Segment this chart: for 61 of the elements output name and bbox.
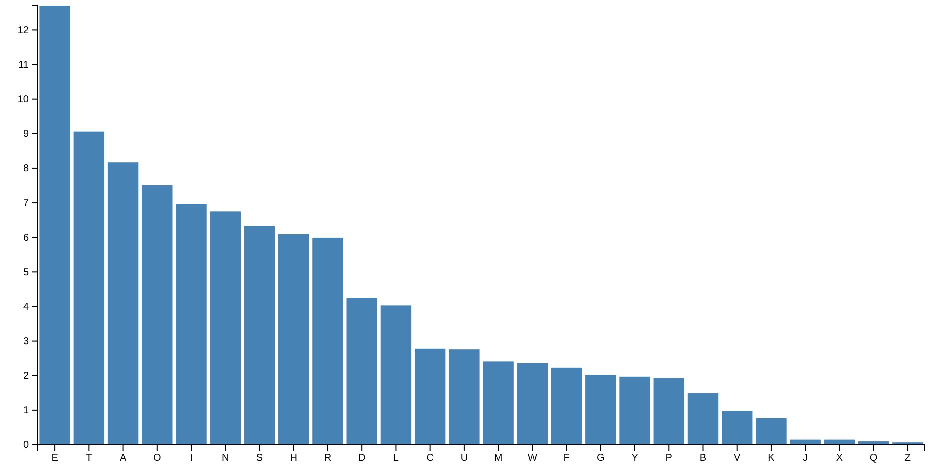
x-tick-label: D [358, 453, 366, 464]
x-tick-label: M [494, 453, 503, 464]
bar [756, 418, 787, 445]
x-tick-label: B [700, 453, 707, 464]
bar [40, 6, 70, 445]
bar [312, 238, 344, 445]
bar [278, 234, 310, 445]
y-tick-label: 1 [23, 406, 30, 417]
bar [449, 350, 480, 445]
x-tick-label: K [768, 453, 776, 464]
x-tick-label: Z [904, 453, 911, 464]
bar [586, 375, 616, 445]
x-tick-label: L [393, 453, 400, 464]
y-tick-label: 8 [23, 164, 30, 175]
y-tick-label: 3 [23, 336, 30, 348]
x-tick-label: R [324, 453, 332, 464]
y-tick-label: 12 [18, 25, 30, 36]
bar [688, 393, 719, 445]
x-tick-label: S [256, 453, 264, 464]
y-tick-label: 5 [23, 267, 30, 278]
x-tick-label: C [426, 453, 434, 464]
y-tick-label: 9 [23, 129, 30, 140]
x-tick-label: G [597, 453, 606, 464]
x-tick-label: X [836, 453, 844, 464]
bar [483, 362, 514, 445]
x-tick-label: Q [870, 453, 878, 464]
x-tick-label: A [120, 453, 127, 464]
y-tick-label: 0 [23, 440, 30, 452]
bar [210, 212, 241, 445]
bar [74, 132, 105, 445]
x-tick-label: E [52, 453, 59, 464]
bar [142, 185, 173, 445]
bar [380, 306, 412, 445]
x-tick-label: Y [632, 453, 639, 464]
x-tick-label: V [734, 453, 742, 464]
y-tick-label: 10 [18, 94, 30, 106]
bar [551, 368, 582, 445]
x-tick-label: F [564, 453, 570, 464]
x-tick-label: J [803, 453, 808, 464]
x-tick-label: W [528, 453, 538, 464]
x-tick-label: H [290, 453, 298, 464]
y-tick-label: 7 [23, 198, 30, 210]
bar [517, 363, 548, 445]
bar [176, 204, 207, 445]
y-tick-label: 6 [23, 232, 30, 244]
bar [722, 411, 753, 445]
y-tick-label: 11 [18, 60, 30, 71]
bar [244, 226, 276, 445]
x-tick-label: O [154, 453, 162, 464]
bar [108, 162, 139, 445]
bar [414, 348, 446, 445]
bar [654, 378, 684, 445]
y-tick-label: 4 [23, 302, 30, 313]
y-tick-label: 2 [23, 371, 30, 382]
bar [620, 376, 650, 445]
x-tick-label: T [86, 453, 92, 464]
x-tick-label: I [190, 453, 193, 464]
x-tick-label: U [460, 453, 468, 464]
bar [346, 298, 378, 445]
x-tick-label: N [222, 453, 230, 464]
x-tick-label: P [666, 453, 673, 464]
